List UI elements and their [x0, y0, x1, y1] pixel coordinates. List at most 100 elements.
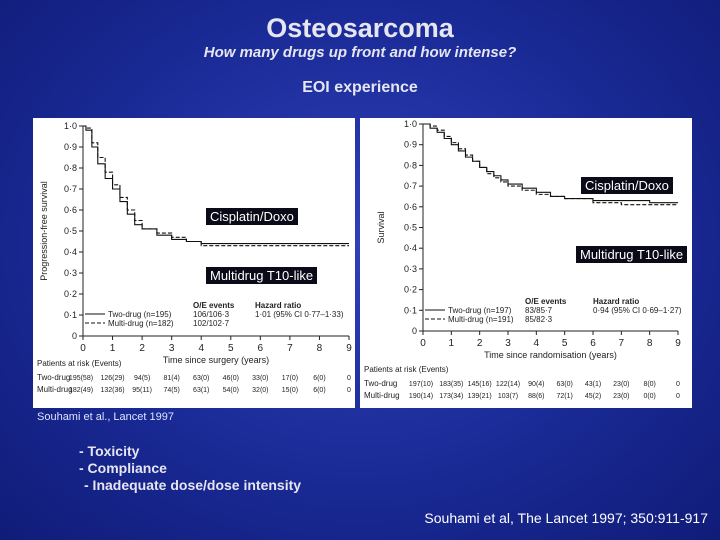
- right-y-tick-label: 0·4: [404, 243, 417, 253]
- left-legend-oe-header: O/E events: [193, 301, 235, 310]
- right-y-tick-label: 0·1: [404, 305, 417, 315]
- right-risk-value: 173(34): [439, 393, 463, 400]
- slide-subtitle: How many drugs up front and how intense?: [203, 44, 517, 61]
- right-risk-value: 0: [676, 381, 680, 388]
- left-y-tick-label: 0·9: [64, 142, 77, 152]
- left-risk-value: 0: [347, 387, 351, 394]
- left-y-tick-label: 0·1: [64, 310, 77, 320]
- left-risk-value: 195(58): [69, 375, 93, 382]
- left-risk-value: 94(5): [134, 375, 150, 382]
- right-risk-value: 197(10): [409, 381, 433, 388]
- footer-citation: Souhami et al, The Lancet 1997; 350:911-…: [424, 510, 708, 526]
- right-risk-value: 23(0): [613, 381, 629, 388]
- left-legend-oe-value: 102/102·7: [193, 319, 230, 328]
- right-y-tick-label: 0·8: [404, 160, 417, 170]
- left-x-tick-label: 8: [317, 343, 323, 354]
- right-risk-value: 72(1): [556, 393, 572, 400]
- right-risk-value: 88(6): [528, 393, 544, 400]
- left-x-tick-label: 0: [80, 343, 86, 354]
- left-risk-value: 46(0): [223, 375, 239, 382]
- right-legend-hr-header: Hazard ratio: [593, 297, 639, 306]
- left-x-tick-label: 1: [110, 343, 116, 354]
- left-risk-value: 6(0): [313, 375, 325, 382]
- left-x-axis-label: Time since surgery (years): [163, 355, 269, 365]
- right-risk-value: 103(7): [498, 393, 518, 400]
- left-y-tick-label: 0·2: [64, 289, 77, 299]
- left-risk-value: 63(1): [193, 387, 209, 394]
- right-x-tick-label: 3: [505, 338, 511, 349]
- left-risk-value: 15(0): [282, 387, 298, 394]
- right-risk-table-title: Patients at risk (Events): [364, 365, 449, 374]
- right-risk-value: 122(14): [496, 381, 520, 388]
- right-y-tick-label: 1·0: [404, 119, 417, 129]
- right-legend-hazard-ratio: 0·94 (95% CI 0·69–1·27): [593, 306, 682, 315]
- right-x-tick-label: 9: [675, 338, 681, 349]
- left-legend-series-name: Two-drug (n=195): [108, 310, 172, 319]
- left-risk-value: 54(0): [223, 387, 239, 394]
- bullet-compliance: - Compliance: [79, 460, 167, 476]
- right-risk-row-label: Multi-drug: [364, 391, 400, 400]
- left-y-tick-label: 1·0: [64, 121, 77, 131]
- left-y-tick-label: 0·8: [64, 163, 77, 173]
- right-risk-value: 0: [676, 393, 680, 400]
- left-risk-value: 17(0): [282, 375, 298, 382]
- right-x-tick-label: 2: [477, 338, 483, 349]
- small-citation: Souhami et al., Lancet 1997: [37, 411, 174, 423]
- left-x-tick-label: 7: [287, 343, 293, 354]
- left-risk-value: 126(29): [100, 375, 124, 382]
- left-risk-row-label: Two-drug: [37, 373, 70, 382]
- left-km-chart: 0 0·1 0·2 0·3 0·4 0·5 0·6 0·7 0·8 0·9 1·0 0 1 2 3 4 5 6 7 8…: [37, 121, 352, 394]
- left-series-multi-drug: [83, 125, 349, 247]
- right-risk-value: 183(35): [439, 381, 463, 388]
- right-risk-row-label: Two-drug: [364, 379, 397, 388]
- left-x-tick-label: 9: [346, 343, 352, 354]
- right-y-tick-label: 0·3: [404, 264, 417, 274]
- right-risk-value: 145(16): [468, 381, 492, 388]
- annotation-left-cisplatin: Cisplatin/Doxo: [205, 207, 299, 226]
- left-risk-value: 95(11): [132, 387, 152, 394]
- left-risk-value: 182(49): [69, 387, 93, 394]
- left-risk-value: 0: [347, 375, 351, 382]
- right-risk-value: 0(0): [643, 393, 655, 400]
- left-legend-hr-header: Hazard ratio: [255, 301, 301, 310]
- right-y-tick-label: 0·6: [404, 202, 417, 212]
- left-y-tick-label: 0·4: [64, 247, 77, 257]
- bullet-toxicity: - Toxicity: [79, 443, 140, 459]
- right-series-multi-drug: [423, 123, 678, 206]
- left-risk-row-label: Multi-drug: [37, 385, 73, 394]
- right-risk-value: 23(0): [613, 393, 629, 400]
- right-risk-value: 63(0): [556, 381, 572, 388]
- left-risk-value: 33(0): [252, 375, 268, 382]
- right-legend-series-name: Multi-drug (n=191): [448, 315, 514, 324]
- right-risk-value: 43(1): [585, 381, 601, 388]
- right-x-tick-label: 0: [420, 338, 426, 349]
- left-risk-table-title: Patients at risk (Events): [37, 359, 122, 368]
- right-risk-value: 45(2): [585, 393, 601, 400]
- right-risk-value: 190(14): [409, 393, 433, 400]
- right-km-chart: 0 0·1 0·2 0·3 0·4 0·5 0·6 0·7 0·8 0·9 1·0 0 1 2 3 4 5 6 7 8…: [364, 119, 682, 400]
- left-series-two-drug: [83, 125, 349, 245]
- right-legend-oe-value: 85/82·3: [525, 315, 553, 324]
- right-x-tick-label: 4: [534, 338, 540, 349]
- right-risk-value: 139(21): [468, 393, 492, 400]
- left-x-tick-label: 5: [228, 343, 234, 354]
- left-risk-value: 63(0): [193, 375, 209, 382]
- left-risk-value: 132(36): [100, 387, 124, 394]
- left-x-tick-label: 2: [139, 343, 145, 354]
- right-x-tick-label: 8: [647, 338, 653, 349]
- left-y-tick-label: 0·6: [64, 205, 77, 215]
- left-y-axis-label: Progression-free survival: [39, 181, 49, 281]
- left-legend-series-name: Multi-drug (n=182): [108, 319, 174, 328]
- right-x-axis-label: Time since randomisation (years): [484, 350, 617, 360]
- right-series-two-drug: [423, 123, 678, 204]
- right-y-tick-label: 0·7: [404, 181, 417, 191]
- left-risk-value: 32(0): [252, 387, 268, 394]
- annotation-right-multidrug: Multidrug T10-like: [575, 245, 689, 264]
- right-x-tick-label: 1: [449, 338, 455, 349]
- left-risk-value: 81(4): [163, 375, 179, 382]
- right-x-tick-label: 5: [562, 338, 568, 349]
- bullet-dose-intensity: - Inadequate dose/dose intensity: [84, 477, 302, 493]
- section-heading: EOI experience: [302, 79, 418, 96]
- right-x-tick-label: 6: [590, 338, 596, 349]
- left-x-tick-label: 6: [258, 343, 264, 354]
